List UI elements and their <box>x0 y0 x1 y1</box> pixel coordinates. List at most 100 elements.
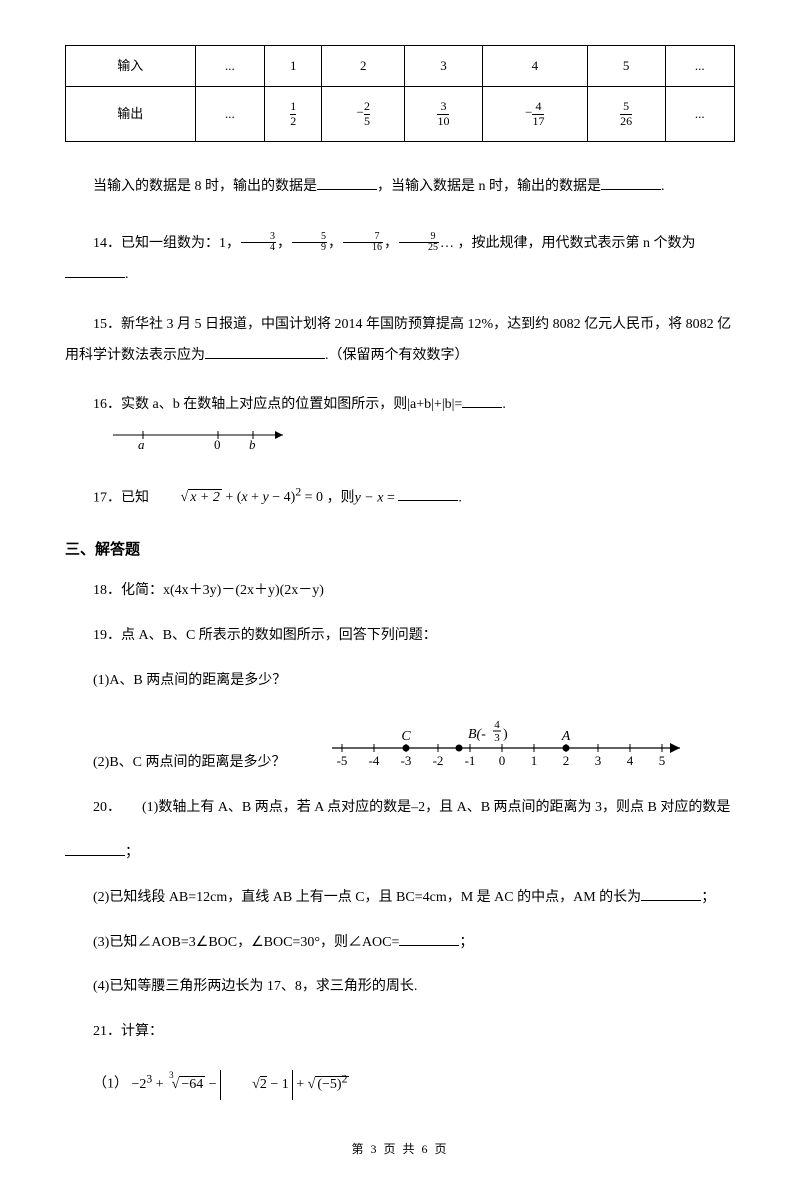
qnum: 20 <box>93 800 107 815</box>
frac: 59 <box>292 232 327 253</box>
q15: 15．新华社 3 月 5 日报道，中国计划将 2014 年国防预算提高 12%，… <box>65 310 735 372</box>
qnum: 17 <box>93 490 107 505</box>
frac: 716 <box>343 232 383 253</box>
q21: 21．计算： <box>65 1017 735 1048</box>
blank <box>399 931 459 946</box>
q13-tail: 当输入的数据是 8 时，输出的数据是，当输入数据是 n 时，输出的数据是. <box>65 172 735 203</box>
cell: 1 <box>265 46 322 87</box>
text: . <box>661 179 665 194</box>
svg-text:3: 3 <box>594 753 601 768</box>
qnum: 19 <box>93 628 107 643</box>
svg-text:): ) <box>503 727 508 742</box>
qnum: 16 <box>93 397 107 412</box>
svg-text:-5: -5 <box>336 753 347 768</box>
text: ．点 A、B、C 所表示的数如图所示，回答下列问题： <box>107 628 437 643</box>
qnum: 14 <box>93 236 107 251</box>
text: … ，按此规律，用代数式表示第 n 个数为 <box>440 236 696 251</box>
text: 当输入的数据是 8 时，输出的数据是 <box>93 179 317 194</box>
text: ． (1)数轴上有 A、B 两点，若 A 点对应的数是–2，且 A、B 两点间的… <box>107 800 730 815</box>
frac: 34 <box>241 232 276 253</box>
q19: 19．点 A、B、C 所表示的数如图所示，回答下列问题： <box>65 621 735 652</box>
svg-text:-4: -4 <box>368 753 379 768</box>
svg-text:5: 5 <box>658 753 665 768</box>
text: ．已知一组数为：1， <box>107 236 240 251</box>
q17: 17．已知 √x + 2 + (x + y − 4)2 = 0 ，则y − x … <box>65 480 735 514</box>
text: ； <box>125 845 139 860</box>
cell: 526 <box>587 87 665 142</box>
axis-svg: a 0 b <box>113 421 293 449</box>
q18: 18．化简：x(4x＋3y)－(2x＋y)(2x－y) <box>65 576 735 607</box>
expr: √x + 2 + (x + y − 4)2 = 0 <box>153 490 327 505</box>
text: (2)已知线段 AB=12cm，直线 AB 上有一点 C，且 BC=4cm，M … <box>93 890 641 905</box>
cell: ... <box>665 46 734 87</box>
cell: 2 <box>322 46 405 87</box>
q21-p1: （1） −23 + 3√−64 − √2 − 1 + √(−5)2 <box>65 1066 735 1100</box>
q20-p2: (2)已知线段 AB=12cm，直线 AB 上有一点 C，且 BC=4cm，M … <box>65 883 735 914</box>
text: . <box>458 490 462 505</box>
cell: ... <box>195 46 264 87</box>
blank <box>641 886 701 901</box>
cell: 310 <box>405 87 483 142</box>
q20-p1b: ； <box>65 838 735 869</box>
label: （1） <box>93 1077 128 1092</box>
q20-p3: (3)已知∠AOB=3∠BOC，∠BOC=30°，则∠AOC= ； <box>65 928 735 959</box>
text: ； <box>459 935 473 950</box>
qnum: 15 <box>93 317 107 332</box>
q14: 14．已知一组数为：1，34，59，716，925… ，按此规律，用代数式表示第… <box>65 229 735 291</box>
page: 输入 ... 1 2 3 4 5 ... 输出 ... 12 −25 310 −… <box>0 0 800 1190</box>
qnum: 21 <box>93 1024 107 1039</box>
blank <box>65 263 125 278</box>
frac: 925 <box>399 232 439 253</box>
cell: 3 <box>405 46 483 87</box>
text: ．实数 a、b 在数轴上对应点的位置如图所示，则|a+b|+|b|= <box>107 397 462 412</box>
q20-p4: (4)已知等腰三角形两边长为 17、8，求三角形的周长. <box>65 972 735 1003</box>
svg-text:B(-: B(- <box>468 727 486 742</box>
table-row: 输入 ... 1 2 3 4 5 ... <box>66 46 735 87</box>
svg-text:2: 2 <box>562 753 569 768</box>
io-table: 输入 ... 1 2 3 4 5 ... 输出 ... 12 −25 310 −… <box>65 45 735 142</box>
cell: 5 <box>587 46 665 87</box>
expr2: y − x <box>355 490 384 505</box>
svg-text:3: 3 <box>494 732 500 744</box>
qnum: 18 <box>93 583 107 598</box>
cell: 4 <box>482 46 587 87</box>
svg-text:0: 0 <box>498 753 505 768</box>
q20-p1: 20． (1)数轴上有 A、B 两点，若 A 点对应的数是–2，且 A、B 两点… <box>65 793 735 824</box>
text: ； <box>701 890 715 905</box>
text: .（保留两个有效数字） <box>325 348 469 363</box>
blank <box>601 175 661 190</box>
text: . <box>125 267 129 282</box>
svg-text:C: C <box>401 729 411 744</box>
blank <box>317 175 377 190</box>
text: (2)B、C 两点间的距离是多少？ <box>65 748 286 779</box>
text: ．化简：x(4x＋3y)－(2x＋y)(2x－y) <box>107 583 324 598</box>
blank <box>205 344 325 359</box>
svg-text:-1: -1 <box>464 753 475 768</box>
section-heading: 三、解答题 <box>65 538 735 562</box>
blank <box>398 486 458 501</box>
cell: 输出 <box>66 87 196 142</box>
expr: −23 + 3√−64 − √2 − 1 + √(−5)2 <box>132 1077 350 1092</box>
cell: 输入 <box>66 46 196 87</box>
svg-text:-3: -3 <box>400 753 411 768</box>
text: (3)已知∠AOB=3∠BOC，∠BOC=30°，则∠AOC= <box>93 935 399 950</box>
text: ．已知 <box>107 490 149 505</box>
svg-text:4: 4 <box>494 719 500 731</box>
blank <box>462 393 502 408</box>
text: ，则 <box>327 490 355 505</box>
svg-text:-2: -2 <box>432 753 443 768</box>
cell: 12 <box>265 87 322 142</box>
blank <box>65 841 125 856</box>
text: . <box>502 397 506 412</box>
q19-p1: (1)A、B 两点间的距离是多少？ <box>65 666 735 697</box>
svg-text:a: a <box>138 437 145 452</box>
cell: ... <box>195 87 264 142</box>
cell: −25 <box>322 87 405 142</box>
q16-axis: a 0 b <box>85 421 293 462</box>
svg-text:1: 1 <box>530 753 537 768</box>
text: ．计算： <box>107 1024 163 1039</box>
cell: ... <box>665 87 734 142</box>
svg-text:b: b <box>249 437 256 452</box>
page-footer: 第 3 页 共 6 页 <box>65 1140 735 1159</box>
cell: −417 <box>482 87 587 142</box>
